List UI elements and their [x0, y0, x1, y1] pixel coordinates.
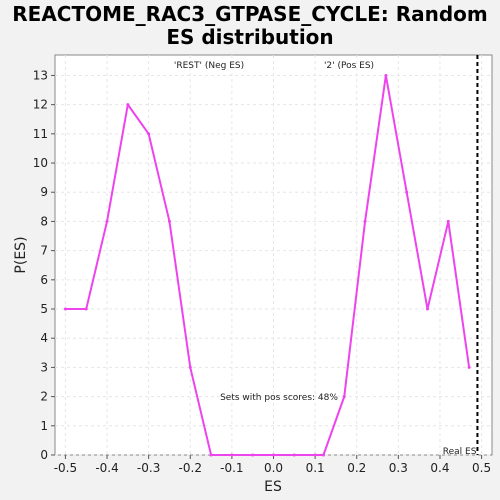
x-tick-label: 0.0: [264, 461, 283, 475]
y-tick-label: 11: [33, 127, 48, 141]
data-point: [147, 132, 151, 136]
x-tick-label: -0.4: [95, 461, 118, 475]
x-tick-label: 0.5: [472, 461, 491, 475]
y-tick-label: 6: [40, 273, 48, 287]
data-point: [321, 453, 325, 457]
data-point: [363, 219, 367, 223]
y-tick-label: 2: [40, 390, 48, 404]
y-tick-label: 3: [40, 360, 48, 374]
chart-title-line2: ES distribution: [166, 25, 333, 49]
x-tick-label: 0.1: [306, 461, 325, 475]
series-layer: [63, 73, 471, 457]
x-tick-label: 0.3: [389, 461, 408, 475]
x-axis-label: ES: [264, 479, 282, 495]
data-point: [167, 219, 171, 223]
y-tick-label: 1: [40, 419, 48, 433]
data-point: [467, 365, 471, 369]
y-tick-label: 12: [33, 98, 48, 112]
real-es-layer: Real ES: [443, 55, 479, 457]
data-point: [405, 190, 409, 194]
data-point: [105, 219, 109, 223]
y-tick-label: 9: [40, 185, 48, 199]
chart-title-line1: REACTOME_RAC3_GTPASE_CYCLE: Random: [12, 2, 488, 26]
neg-es-label: 'REST' (Neg ES): [174, 61, 244, 71]
data-point: [425, 307, 429, 311]
data-point: [126, 103, 130, 107]
data-point: [342, 395, 346, 399]
real-es-label: Real ES: [443, 447, 477, 457]
data-point: [188, 365, 192, 369]
data-point: [63, 307, 67, 311]
data-point: [292, 453, 296, 457]
data-point: [272, 453, 275, 457]
y-tick-label: 4: [40, 331, 48, 345]
y-tick-label: 7: [40, 244, 48, 258]
x-tick-label: -0.5: [54, 461, 77, 475]
y-tick-label: 8: [40, 214, 48, 228]
data-point: [384, 73, 388, 77]
y-tick-label: 5: [40, 302, 48, 316]
y-tick-label: 10: [33, 156, 48, 170]
x-tick-label: -0.3: [137, 461, 160, 475]
x-tick-label: -0.1: [220, 461, 243, 475]
data-point: [84, 307, 88, 311]
data-point: [251, 453, 255, 457]
pos-fraction-annotation: Sets with pos scores: 48%: [220, 393, 338, 403]
y-tick-label: 13: [33, 68, 48, 82]
x-tick-label: 0.2: [347, 461, 366, 475]
data-point: [313, 453, 317, 457]
pos-es-label: '2' (Pos ES): [324, 61, 374, 71]
x-tick-label: 0.4: [430, 461, 449, 475]
y-axis-label: P(ES): [13, 236, 29, 273]
data-point: [209, 453, 213, 457]
x-tick-label: -0.2: [179, 461, 202, 475]
data-point: [446, 219, 450, 223]
y-tick-label: 0: [40, 448, 48, 462]
data-point: [230, 453, 234, 457]
